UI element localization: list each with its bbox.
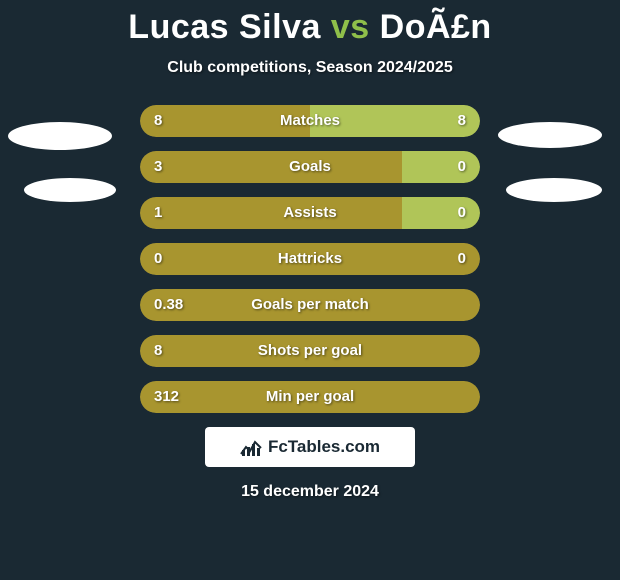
stat-label: Shots per goal — [140, 335, 480, 367]
stat-row: 312Min per goal — [140, 381, 480, 413]
comparison-title: Lucas Silva vs DoÃ£n — [0, 0, 620, 47]
decorative-oval — [24, 178, 116, 202]
stat-row: 0.38Goals per match — [140, 289, 480, 321]
stat-label: Hattricks — [140, 243, 480, 275]
stats-rows: 88Matches 30Goals 10Assists 00Hattricks 0.38… — [0, 105, 620, 413]
source-name: FcTables.com — [268, 437, 380, 457]
stat-label: Goals — [140, 151, 480, 183]
stat-row: 10Assists — [140, 197, 480, 229]
subtitle: Club competitions, Season 2024/2025 — [0, 59, 620, 77]
chart-icon — [240, 437, 262, 457]
stat-label: Goals per match — [140, 289, 480, 321]
vs-label: vs — [331, 8, 370, 46]
player1-name: Lucas Silva — [128, 8, 321, 46]
stat-row: 88Matches — [140, 105, 480, 137]
decorative-oval — [8, 122, 112, 150]
stat-label: Min per goal — [140, 381, 480, 413]
stat-row: 30Goals — [140, 151, 480, 183]
decorative-oval — [506, 178, 602, 202]
stat-row: 8Shots per goal — [140, 335, 480, 367]
player2-name: DoÃ£n — [380, 8, 492, 46]
stat-row: 00Hattricks — [140, 243, 480, 275]
source-badge: FcTables.com — [205, 427, 415, 467]
stat-label: Matches — [140, 105, 480, 137]
stat-label: Assists — [140, 197, 480, 229]
decorative-oval — [498, 122, 602, 148]
date-label: 15 december 2024 — [0, 483, 620, 501]
